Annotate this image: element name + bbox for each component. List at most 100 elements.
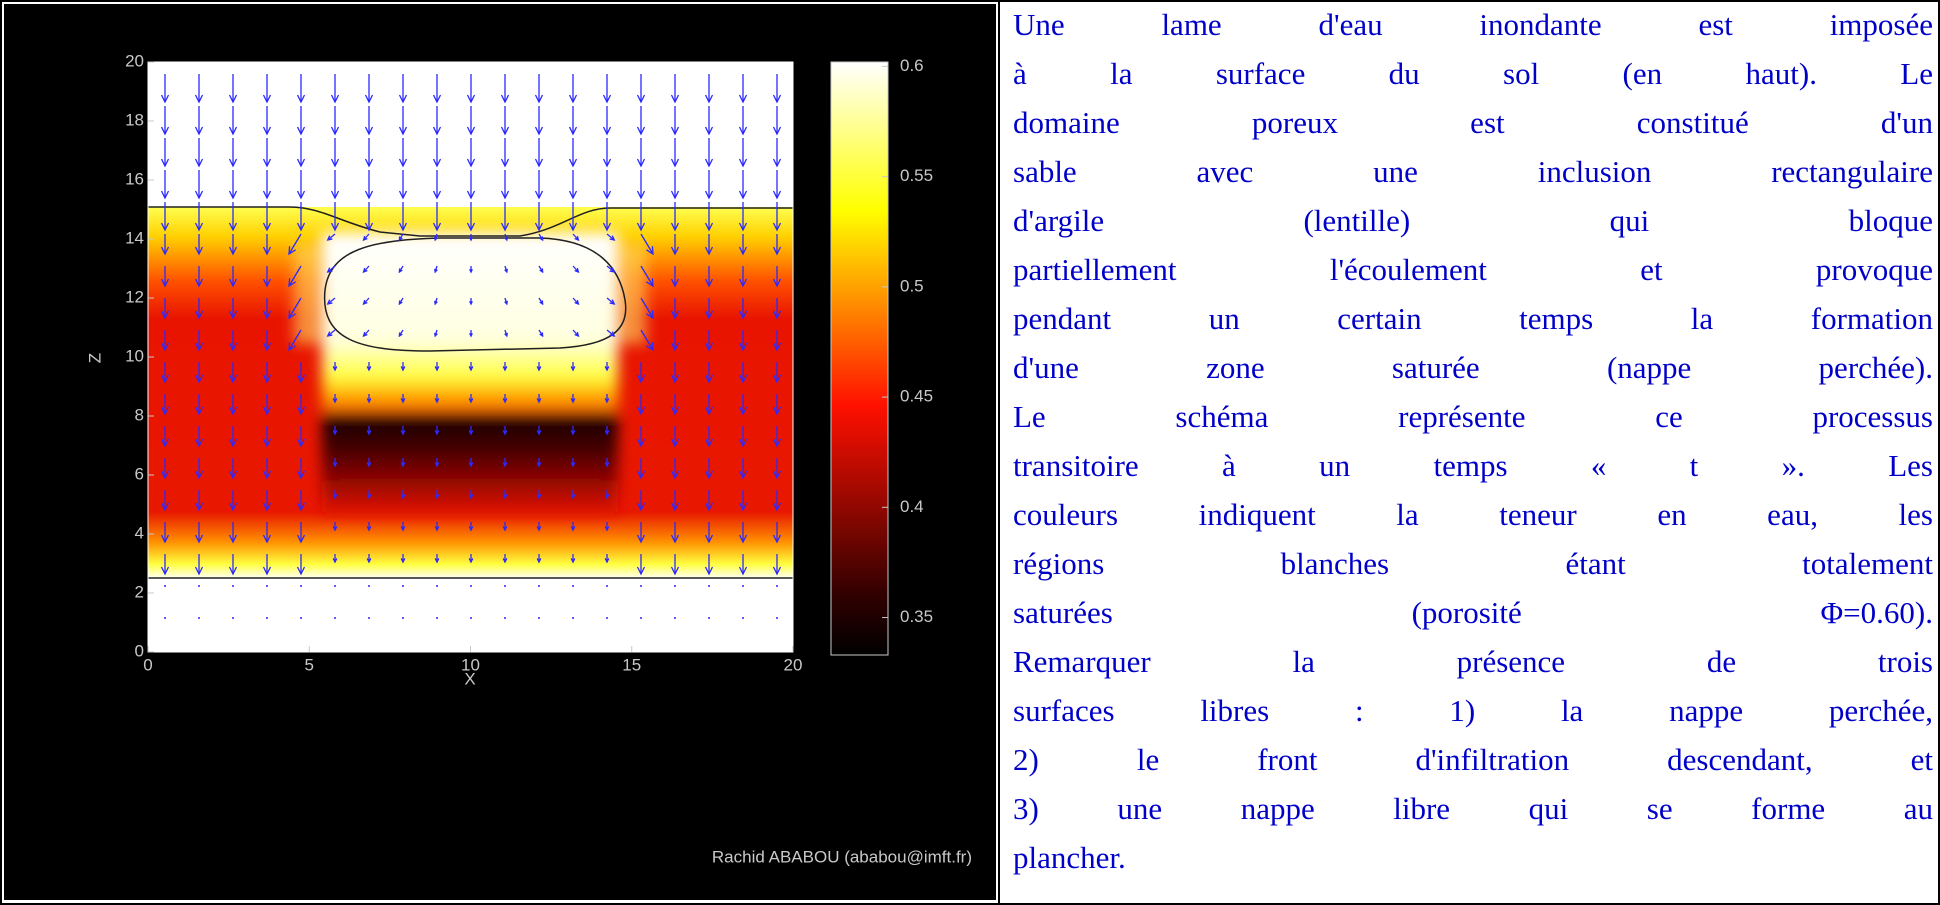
- flow-arrow-head: [228, 126, 238, 136]
- flow-arrow-head: [434, 236, 438, 242]
- flow-arrow-head: [332, 558, 338, 564]
- description: Une lame d'eau inondante est imposée à la…: [1013, 0, 1933, 882]
- flow-arrow-head: [288, 246, 296, 256]
- flow-arrow-head: [636, 566, 646, 576]
- flow-arrow-head: [604, 526, 610, 532]
- flow-dot: [164, 617, 166, 619]
- flow-arrow-head: [288, 310, 296, 320]
- flow-arrow-head: [262, 310, 272, 320]
- flow-arrow-head: [738, 374, 748, 384]
- flow-arrow-head: [704, 374, 714, 384]
- flow-arrow-head: [364, 222, 374, 232]
- flow-arrow-head: [670, 502, 680, 512]
- flow-arrow-head: [194, 278, 204, 288]
- figure: X Z Rachid ABABOU (ababou@imft.fr) 0 5 10 1…: [4, 4, 996, 900]
- flow-arrow-head: [228, 222, 238, 232]
- flow-arrow-head: [636, 406, 646, 416]
- flow-arrow-head: [636, 502, 646, 512]
- flow-dot: [674, 617, 676, 619]
- flow-arrow-head: [262, 222, 272, 232]
- flow-arrow-head: [670, 310, 680, 320]
- flow-arrow-head: [330, 190, 340, 200]
- flow-arrow-head: [434, 268, 438, 274]
- flow-arrow-head: [194, 246, 204, 256]
- flow-arrow-head: [332, 494, 338, 500]
- flow-arrow-head: [636, 190, 646, 200]
- flow-arrow-head: [539, 332, 544, 338]
- flow-arrow-head: [400, 462, 406, 468]
- heatmap: [148, 62, 793, 652]
- flow-arrow-head: [228, 438, 238, 448]
- flow-arrow-head: [704, 158, 714, 168]
- flow-arrow-head: [398, 300, 403, 306]
- flow-dot: [572, 617, 574, 619]
- flow-arrow-head: [502, 430, 508, 436]
- flow-arrow-head: [570, 462, 576, 468]
- flow-arrow-head: [432, 158, 442, 168]
- flow-arrow-head: [400, 526, 406, 532]
- flow-arrow-head: [570, 526, 576, 532]
- flow-arrow-head: [604, 462, 610, 468]
- flow-arrow-head: [704, 126, 714, 136]
- text-line: saturées (porosité Φ=0.60).: [1013, 595, 1933, 630]
- flow-arrow-head: [738, 158, 748, 168]
- flow-arrow-head: [646, 246, 654, 256]
- flow-arrow-head: [738, 190, 748, 200]
- flow-arrow: [606, 233, 615, 241]
- flow-arrow-head: [636, 222, 646, 232]
- flow-arrow-head: [466, 126, 476, 136]
- flow-arrow-head: [228, 470, 238, 480]
- flow-arrow-head: [228, 278, 238, 288]
- flow-arrow-head: [228, 94, 238, 104]
- flow-dot: [606, 617, 608, 619]
- flow-arrow-head: [738, 342, 748, 352]
- flow-arrow-head: [500, 94, 510, 104]
- flow-arrow-head: [194, 310, 204, 320]
- flow-arrow-head: [228, 374, 238, 384]
- flow-dot: [470, 617, 472, 619]
- flow-arrow-head: [398, 332, 403, 338]
- flow-arrow-head: [330, 94, 340, 104]
- flow-arrow-head: [504, 332, 508, 338]
- x-tick-label: 20: [784, 655, 803, 674]
- flow-arrow-head: [468, 398, 474, 404]
- flow-arrow-head: [398, 126, 408, 136]
- flow-dot: [368, 585, 370, 587]
- flow-arrow-head: [262, 126, 272, 136]
- flow-arrow-head: [332, 462, 338, 468]
- flow-arrow-head: [400, 398, 406, 404]
- flow-arrow-head: [434, 300, 438, 306]
- flow-arrow-head: [160, 342, 170, 352]
- flow-arrow-head: [469, 301, 473, 306]
- flow-arrow-head: [366, 462, 372, 468]
- flow-arrow-head: [704, 406, 714, 416]
- flow-arrow-head: [296, 126, 306, 136]
- flow-arrow-head: [160, 278, 170, 288]
- flow-arrow-head: [636, 438, 646, 448]
- flow-dot: [742, 585, 744, 587]
- flow-dot: [640, 585, 642, 587]
- flow-arrow-head: [772, 502, 782, 512]
- flow-arrow-head: [326, 331, 333, 337]
- flow-arrow-head: [570, 398, 576, 404]
- flow-dot: [266, 617, 268, 619]
- flow-arrow-head: [536, 398, 542, 404]
- flow-arrow-head: [574, 331, 580, 338]
- flow-arrow-head: [772, 374, 782, 384]
- flow-arrow-head: [604, 366, 610, 372]
- flow-dot: [538, 585, 540, 587]
- flow-arrow-head: [366, 430, 372, 436]
- flow-arrow-head: [646, 310, 654, 320]
- flow-arrow-head: [609, 331, 616, 337]
- flow-arrow-head: [364, 126, 374, 136]
- flow-arrow-head: [288, 342, 296, 352]
- flow-arrow-head: [772, 222, 782, 232]
- flow-dot: [504, 585, 506, 587]
- flow-arrow-head: [296, 190, 306, 200]
- flow-arrow-head: [704, 342, 714, 352]
- flow-arrow-head: [568, 158, 578, 168]
- flow-arrow-head: [536, 558, 542, 564]
- flow-arrow-head: [738, 438, 748, 448]
- flow-arrow-head: [636, 126, 646, 136]
- flow-arrow-head: [570, 430, 576, 436]
